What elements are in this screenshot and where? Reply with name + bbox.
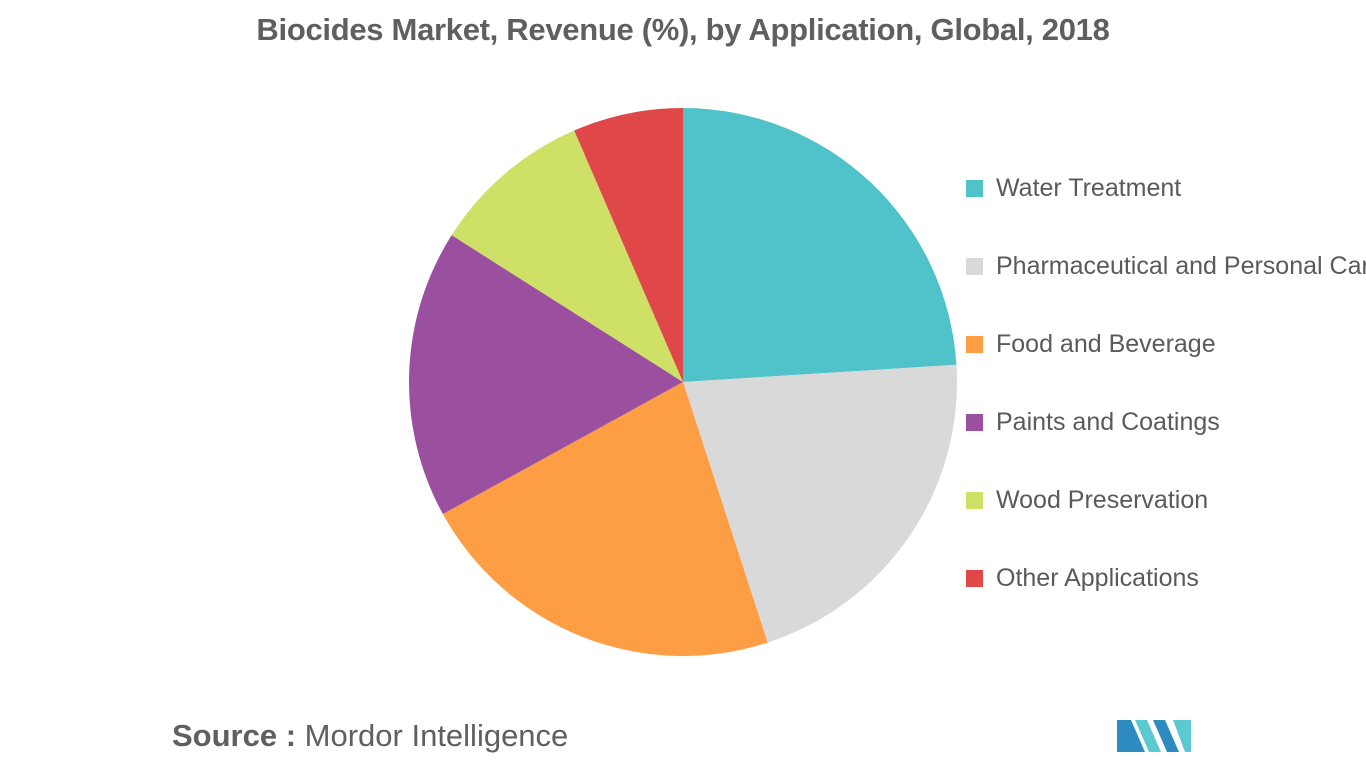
legend-item: Other Applications [966, 560, 1366, 638]
legend-label: Paints and Coatings [996, 408, 1220, 436]
legend-label: Other Applications [996, 564, 1199, 592]
legend-swatch [966, 492, 983, 509]
source-note: Source : Mordor Intelligence [172, 718, 568, 754]
chart-title: Biocides Market, Revenue (%), by Applica… [256, 12, 1110, 47]
legend-swatch [966, 414, 983, 431]
pie-slice-food-and-beverage [442, 382, 768, 656]
source-text: Mordor Intelligence [304, 718, 569, 753]
chart-legend: Water Treatment Pharmaceutical and Person… [966, 170, 1366, 638]
legend-swatch [966, 336, 983, 353]
legend-item: Water Treatment [966, 170, 1366, 248]
mordor-intelligence-logo [1117, 720, 1191, 752]
pie-slice-water-treatment [683, 108, 957, 382]
legend-item: Paints and Coatings [966, 404, 1366, 482]
pie-slice-paints-and-coatings [408, 235, 683, 515]
legend-label: Pharmaceutical and Personal Care [996, 252, 1366, 280]
legend-swatch [966, 570, 983, 587]
legend-label: Wood Preservation [996, 486, 1209, 514]
legend-item: Wood Preservation [966, 482, 1366, 560]
pie-slice-wood-preservation [451, 130, 683, 382]
source-label: Source : [172, 718, 297, 753]
legend-swatch [966, 258, 983, 275]
legend-item: Pharmaceutical and Personal Care [966, 248, 1366, 326]
legend-item: Food and Beverage [966, 326, 1366, 404]
legend-label: Water Treatment [996, 174, 1182, 202]
legend-label: Food and Beverage [996, 330, 1216, 358]
pie-slice-other-applications [574, 108, 683, 382]
legend-swatch [966, 180, 983, 197]
pie-slice-pharmaceutical-and-personal-care [683, 364, 958, 643]
